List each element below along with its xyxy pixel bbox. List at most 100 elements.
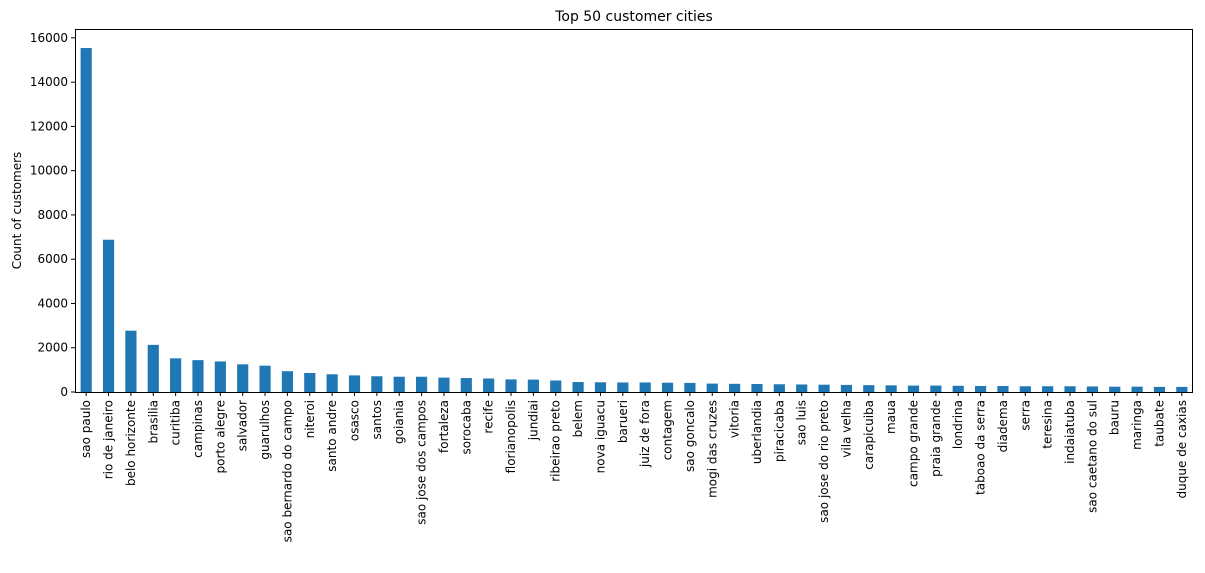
plot-frame [75, 29, 1193, 393]
x-tick-label: sao jose dos campos [415, 400, 429, 525]
x-tick-label: florianopolis [504, 400, 518, 473]
x-tick-label: sao caetano do sul [1085, 400, 1099, 513]
bar [80, 48, 92, 392]
x-tick-label: porto alegre [213, 400, 227, 474]
x-tick-label: belem [571, 400, 585, 437]
bar [125, 330, 137, 392]
bar [527, 379, 539, 392]
bar [1109, 386, 1121, 392]
x-tick-label: santo andre [325, 400, 339, 472]
bar [281, 371, 294, 392]
bar [1086, 386, 1098, 392]
bar [751, 384, 763, 392]
bar [259, 365, 271, 392]
x-tick-label: ribeirao preto [549, 400, 563, 482]
bar [840, 384, 853, 392]
x-tick-label: bauru [1108, 400, 1122, 435]
x-tick-label: uberlandia [750, 400, 764, 464]
bar [907, 385, 920, 392]
bar [550, 380, 562, 392]
x-tick-label: goiania [392, 400, 406, 444]
x-tick-label: contagem [661, 400, 675, 460]
bar [706, 383, 718, 392]
x-tick-label: rio de janeiro [102, 400, 116, 479]
x-tick-label: salvador [236, 400, 250, 451]
x-tick-label: curitiba [169, 400, 183, 445]
bar [214, 361, 226, 392]
bar [773, 384, 785, 392]
x-tick-label: barueri [616, 400, 630, 443]
x-tick-label: praia grande [929, 400, 943, 477]
bars-group [80, 48, 1188, 392]
x-tick-label: diadema [996, 400, 1010, 452]
bar [661, 382, 674, 392]
bar [863, 385, 875, 392]
bar [1042, 386, 1054, 392]
bar [304, 372, 316, 392]
y-tick-label: 4000 [37, 296, 68, 310]
x-tick-label: indaiatuba [1063, 400, 1077, 464]
x-tick-label: juiz de fora [638, 400, 652, 468]
x-tick-label: sao luis [795, 400, 809, 445]
bar [1064, 386, 1076, 392]
x-tick-label: maringa [1130, 400, 1144, 450]
y-tick-label: 16000 [30, 31, 68, 45]
y-tick-label: 6000 [37, 252, 68, 266]
x-tick-label: serra [1018, 400, 1032, 431]
y-axis-ticks: 0 2000 4000 6000 8000 10000 12000 14000 16000 [30, 31, 75, 399]
bar [483, 378, 495, 392]
bar [997, 386, 1009, 392]
bar [639, 382, 651, 392]
bar [192, 360, 204, 392]
x-tick-label: teresina [1041, 400, 1055, 449]
x-tick-label: sao paulo [79, 400, 93, 458]
x-tick-label: mogi das cruzes [705, 400, 719, 498]
bar [237, 364, 249, 392]
y-tick-label: 14000 [30, 75, 68, 89]
x-tick-label: niteroi [303, 400, 317, 438]
x-tick-label: maua [884, 400, 898, 434]
y-tick-label: 8000 [37, 208, 68, 222]
x-tick-label: londrina [951, 400, 965, 449]
bar [617, 382, 629, 392]
x-tick-label: sao goncalo [683, 400, 697, 472]
bar [1176, 386, 1188, 392]
bar [952, 385, 964, 392]
x-tick-label: carapicuiba [862, 400, 876, 470]
x-tick-label: taubate [1152, 400, 1166, 447]
bar [147, 344, 159, 392]
x-tick-label: recife [482, 400, 496, 434]
bar [796, 384, 808, 392]
bar [1131, 386, 1143, 392]
bar [930, 385, 942, 392]
x-tick-label: piracicaba [772, 400, 786, 462]
x-tick-label: nova iguacu [593, 400, 607, 473]
x-tick-label: brasilia [146, 400, 160, 444]
y-axis-label: Count of customers [10, 152, 24, 270]
bar [326, 374, 338, 392]
x-tick-label: santos [370, 400, 384, 440]
x-tick-label: campo grande [907, 400, 921, 487]
x-tick-label: guarulhos [258, 400, 272, 460]
bar [348, 375, 361, 392]
x-tick-label: duque de caxias [1175, 400, 1189, 498]
x-tick-label: belo horizonte [124, 400, 138, 486]
x-tick-label: sao jose do rio preto [817, 400, 831, 523]
x-tick-label: fortaleza [437, 400, 451, 453]
x-tick-label: jundiai [526, 400, 540, 441]
bar [170, 358, 182, 392]
bar [684, 382, 696, 392]
bar [1019, 386, 1031, 392]
x-tick-label: vila velha [839, 400, 853, 458]
x-tick-label: sorocaba [459, 400, 473, 455]
bar [505, 379, 517, 392]
x-tick-label: vitoria [728, 400, 742, 438]
chart-title: Top 50 customer cities [554, 9, 713, 25]
x-tick-label: osasco [348, 400, 362, 441]
bar [818, 384, 830, 392]
bar [594, 382, 607, 392]
bar [885, 385, 897, 392]
bar [1153, 386, 1166, 392]
